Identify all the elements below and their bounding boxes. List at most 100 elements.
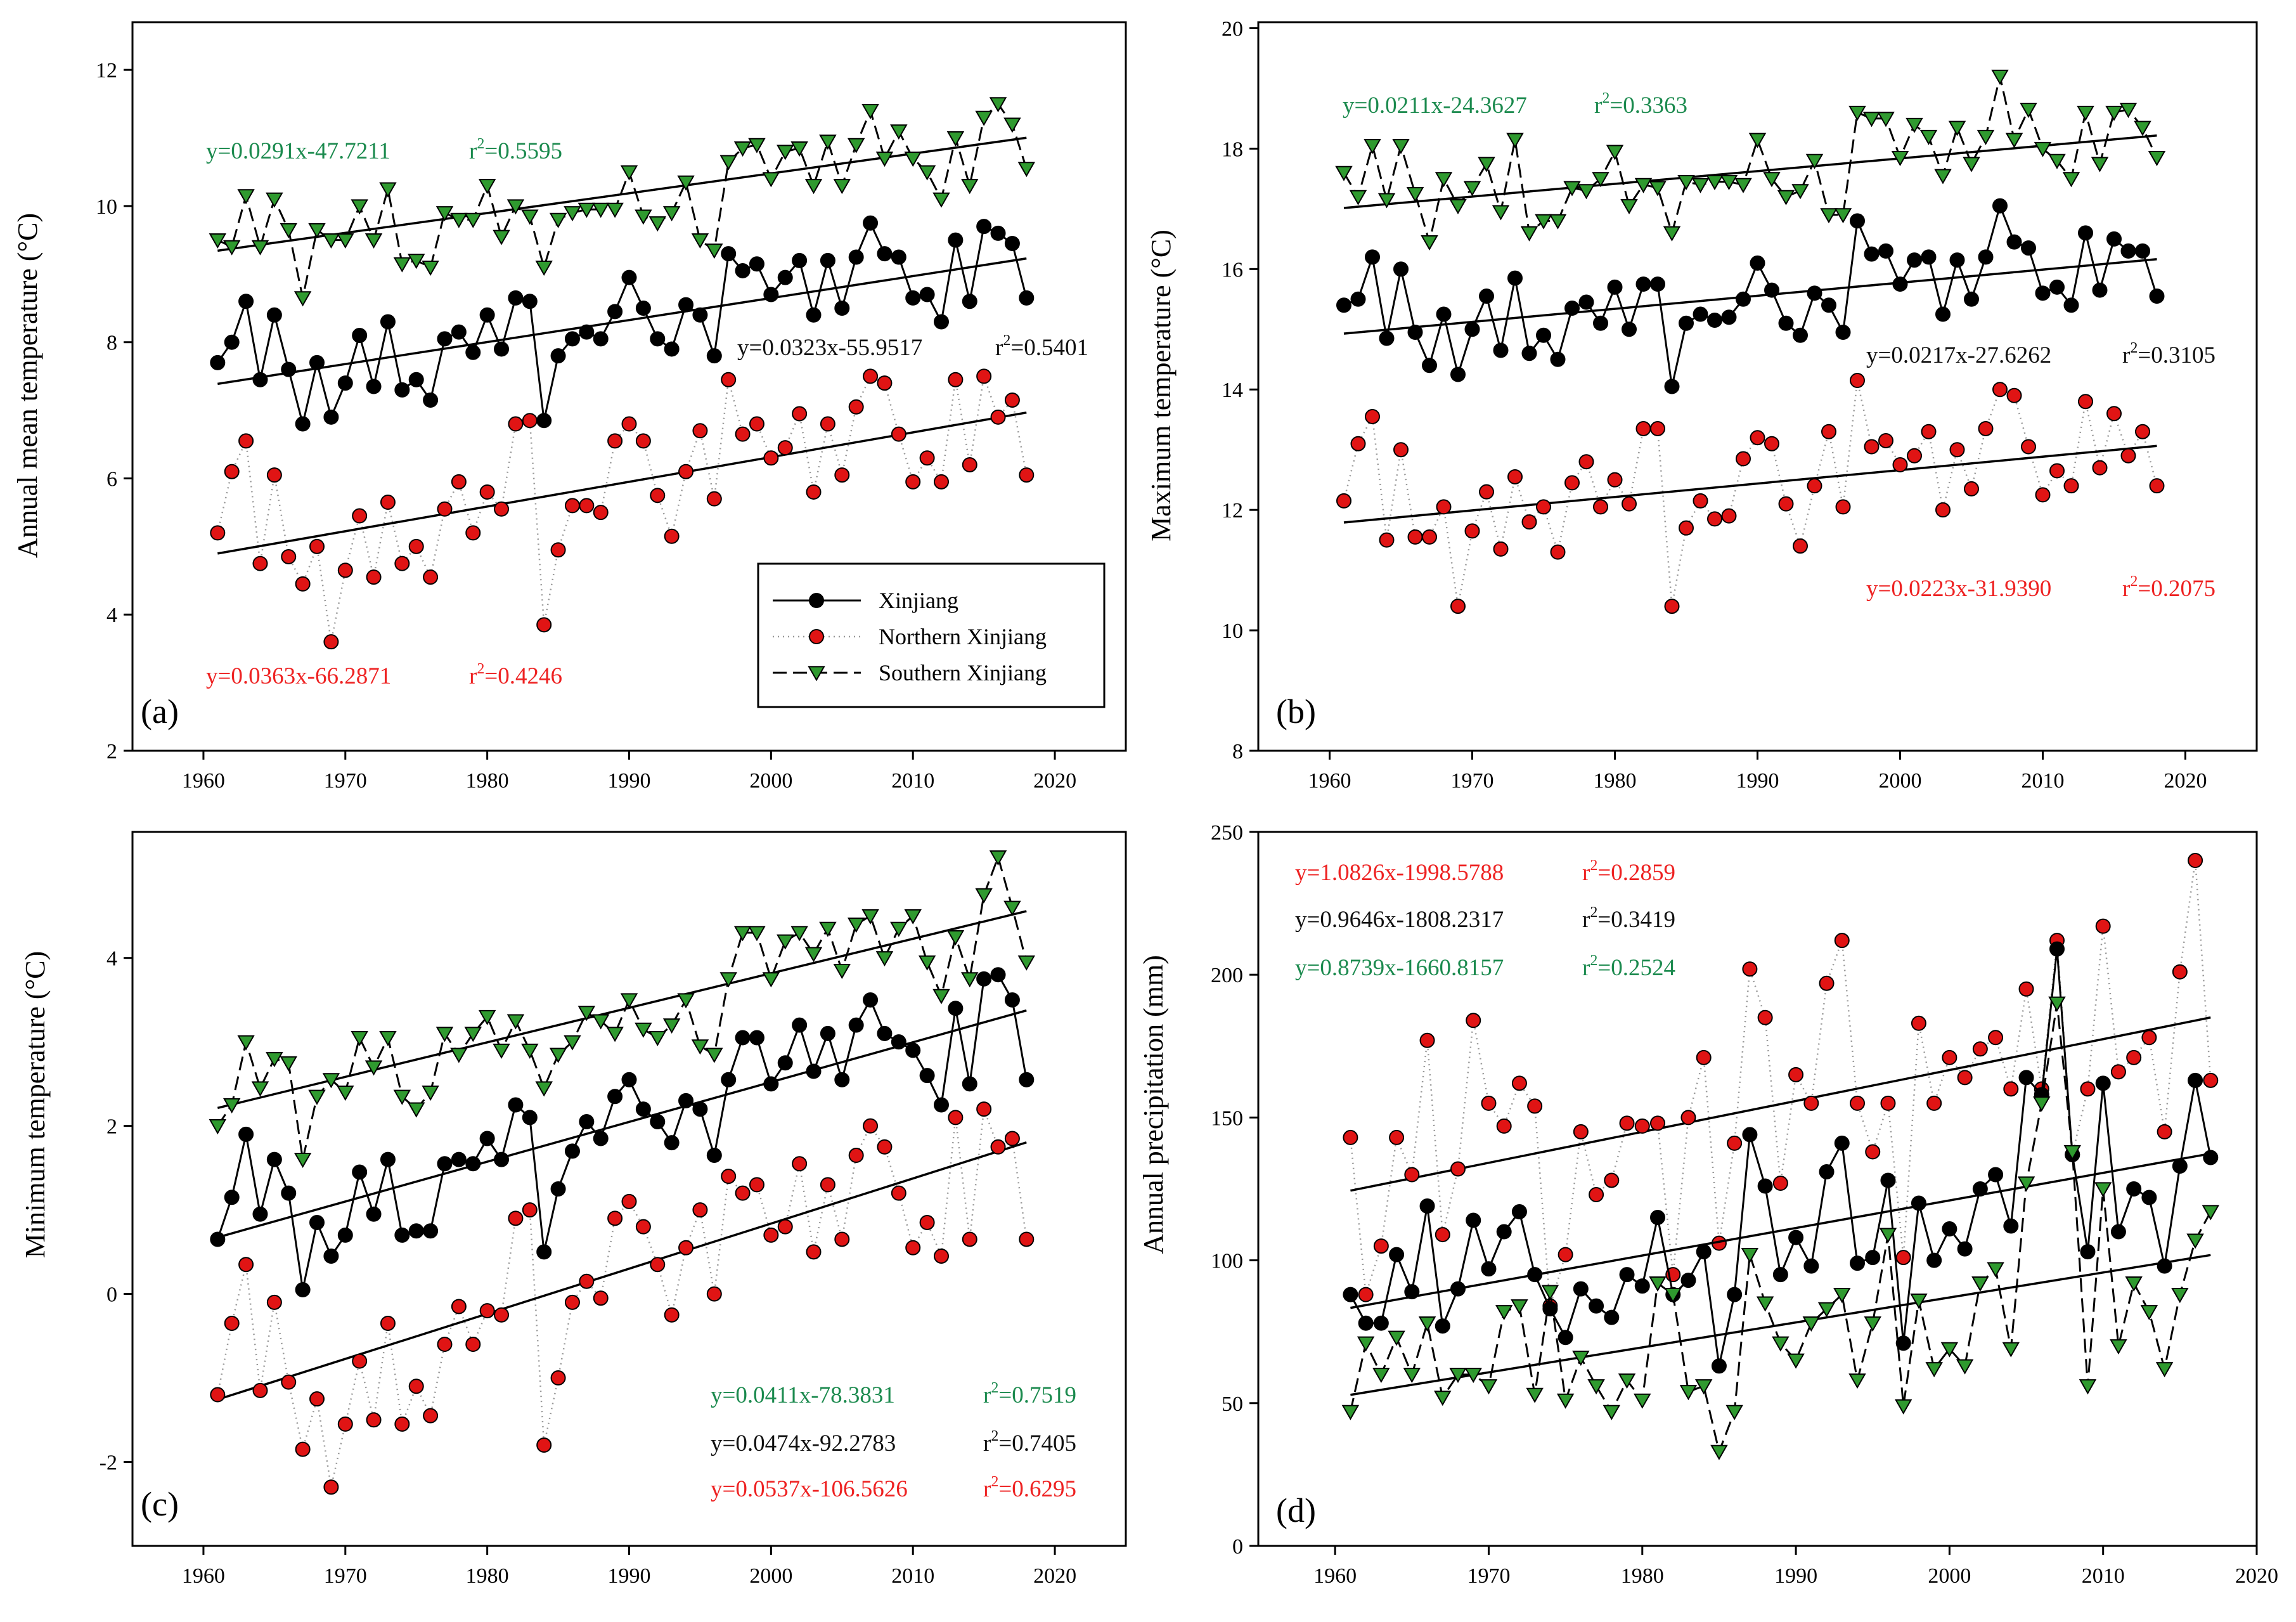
data-point-northern: [1466, 1013, 1481, 1028]
data-point-northern: [664, 1307, 680, 1323]
data-point-northern: [281, 1374, 297, 1390]
data-point-southern: [1706, 175, 1724, 191]
data-point-northern: [1964, 481, 1979, 496]
r-squared-value: =0.5401: [1010, 335, 1088, 361]
data-point-southern: [577, 202, 596, 218]
data-point-northern: [579, 1273, 595, 1289]
data-point-northern: [1819, 975, 1835, 991]
data-point-southern: [1948, 120, 1966, 136]
data-point-northern: [706, 491, 722, 507]
data-point-northern: [352, 1353, 368, 1369]
data-point-northern: [1019, 467, 1035, 483]
data-point-northern: [1778, 496, 1794, 512]
r-squared-value: =0.3105: [2138, 342, 2215, 368]
data-point-northern: [295, 1441, 311, 1457]
data-point-northern: [1664, 599, 1680, 614]
data-point-southern: [706, 243, 723, 259]
data-point-xinjiang: [1921, 249, 1937, 265]
data-point-southern: [2062, 172, 2080, 188]
data-point-xinjiang: [1450, 1281, 1466, 1297]
data-point-southern: [1421, 235, 1438, 251]
data-point-xinjiang: [1821, 297, 1836, 313]
data-point-southern: [1406, 187, 1424, 203]
data-point-southern: [1710, 1444, 1728, 1460]
data-point-northern: [1004, 1131, 1020, 1146]
data-point-southern: [1679, 1385, 1698, 1401]
y-tick-label: 10: [1222, 620, 1243, 643]
data-point-xinjiang: [863, 215, 879, 231]
data-point-northern: [380, 1315, 396, 1331]
data-point-northern: [337, 1416, 353, 1432]
data-point-xinjiang: [2126, 1181, 2142, 1197]
data-point-southern: [393, 257, 411, 273]
data-point-xinjiang: [337, 375, 353, 391]
data-point-northern: [238, 433, 254, 449]
data-point-southern: [1435, 172, 1453, 188]
data-point-xinjiang: [1019, 1072, 1035, 1087]
data-point-southern: [719, 972, 737, 988]
data-point-southern: [1535, 214, 1552, 230]
data-point-northern: [2078, 394, 2093, 410]
data-point-northern: [1435, 1227, 1450, 1243]
r-squared-southern: r2=0.7519: [983, 1380, 1076, 1408]
data-point-southern: [450, 1048, 468, 1063]
data-point-xinjiang: [1558, 1330, 1573, 1346]
data-point-xinjiang: [210, 1231, 226, 1247]
data-point-southern: [1541, 1285, 1559, 1301]
data-point-southern: [266, 192, 283, 208]
data-point-southern: [804, 947, 823, 963]
data-point-northern: [1004, 392, 1020, 408]
data-point-northern: [252, 555, 268, 571]
data-point-xinjiang: [2172, 1158, 2188, 1174]
data-point-northern: [337, 562, 353, 578]
r-squared-value: =0.3363: [1609, 93, 1687, 119]
x-tick-label: 1990: [608, 769, 651, 793]
data-point-xinjiang: [323, 1248, 339, 1264]
data-point-northern: [763, 450, 779, 466]
data-point-xinjiang: [2120, 243, 2136, 259]
data-point-xinjiang: [1778, 315, 1794, 331]
data-point-southern: [946, 930, 965, 946]
data-point-southern: [1802, 1316, 1821, 1332]
data-point-southern: [748, 138, 766, 153]
data-point-southern: [549, 212, 567, 228]
series-line-southern: [1343, 76, 2158, 246]
trend-line-southern: [217, 136, 1027, 252]
data-point-xinjiang: [550, 1181, 566, 1197]
data-point-northern: [1464, 523, 1480, 539]
data-point-southern: [280, 223, 297, 238]
data-point-xinjiang: [394, 1227, 410, 1243]
data-point-xinjiang: [536, 1244, 552, 1260]
regression-equation-xinjiang: y=0.0217x-27.6262: [1866, 342, 2051, 368]
data-point-northern: [366, 569, 382, 585]
x-tick-label: 1980: [466, 1564, 509, 1588]
data-point-northern: [1589, 1187, 1604, 1203]
data-point-southern: [322, 233, 340, 249]
data-point-xinjiang: [1650, 1210, 1665, 1226]
trend-line-xinjiang: [1343, 257, 2157, 335]
data-point-southern: [1677, 175, 1695, 191]
data-point-northern: [465, 525, 481, 541]
data-point-northern: [919, 450, 935, 466]
data-point-northern: [266, 467, 282, 483]
regression-equation-northern: y=0.0363x-66.2871: [206, 663, 391, 689]
legend-marker-northern: [809, 629, 824, 644]
data-point-northern: [692, 423, 708, 439]
data-point-northern: [1536, 499, 1551, 515]
data-point-northern: [266, 1294, 282, 1310]
trend-line-northern: [217, 1141, 1027, 1401]
data-point-xinjiang: [408, 1223, 424, 1239]
data-point-northern: [1957, 1070, 1973, 1086]
data-point-northern: [1389, 1129, 1405, 1145]
series-xinjiang: [210, 967, 1035, 1297]
y-tick-label: 16: [1222, 258, 1243, 282]
x-tick-label: 2020: [2235, 1564, 2278, 1588]
data-point-southern: [1848, 105, 1866, 121]
data-point-southern: [1925, 1362, 1943, 1378]
data-point-northern: [2110, 1064, 2126, 1080]
data-point-northern: [990, 1139, 1006, 1155]
data-point-southern: [1492, 205, 1510, 221]
data-point-xinjiang: [905, 1042, 921, 1058]
data-point-xinjiang: [323, 409, 339, 425]
data-point-southern: [2119, 103, 2138, 119]
